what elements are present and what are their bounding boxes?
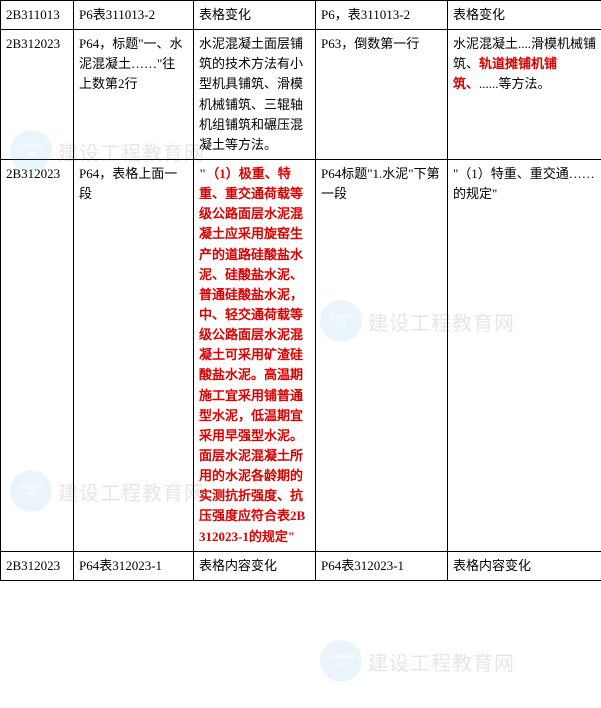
cell-content-old: 表格内容变化 xyxy=(194,551,316,580)
cell-content-new: 表格内容变化 xyxy=(448,551,601,580)
table-row: 2B312023P64表312023-1表格内容变化P64表312023-1表格… xyxy=(1,551,601,580)
table-row: 2B312023P64，表格上面一段"（1）极重、特重、重交通荷载等级公路面层水… xyxy=(1,159,601,551)
cell-content-old: "（1）极重、特重、重交通荷载等级公路面层水泥混凝土应采用旋窑生产的道路硅酸盐水… xyxy=(194,159,316,551)
cell-content-new: 表格变化 xyxy=(448,1,601,30)
cell-content-pre: 表格内容变化 xyxy=(453,558,531,573)
cell-content-old: 水泥混凝土面层铺筑的技术方法有小型机具铺筑、滑模机械铺筑、三辊轴机组铺筑和碾压混… xyxy=(194,30,316,160)
cell-content-pre: "（1）特重、重交通……的规定" xyxy=(453,166,595,201)
cell-location-old: P6表311013-2 xyxy=(74,1,194,30)
cell-code: 2B311013 xyxy=(1,1,74,30)
cell-location-new: P6，表311013-2 xyxy=(316,1,448,30)
cell-code: 2B312023 xyxy=(1,30,74,160)
cell-location-old: P64，表格上面一段 xyxy=(74,159,194,551)
cell-content-new: 水泥混凝土....滑模机械铺筑、轨道摊铺机铺筑、......等方法。 xyxy=(448,30,601,160)
table-row: 2B311013P6表311013-2表格变化P6，表311013-2表格变化 xyxy=(1,1,601,30)
cell-location-new: P64标题"1.水泥"下第一段 xyxy=(316,159,448,551)
table-row: 2B312023P64，标题"一、水泥混凝土……"往上数第2行水泥混凝土面层铺筑… xyxy=(1,30,601,160)
cell-content-new: "（1）特重、重交通……的规定" xyxy=(448,159,601,551)
cell-code: 2B312023 xyxy=(1,159,74,551)
cell-content-old: 表格变化 xyxy=(194,1,316,30)
comparison-table: 2B311013P6表311013-2表格变化P6，表311013-2表格变化2… xyxy=(0,0,601,581)
cell-content-post: ......等方法。 xyxy=(479,76,551,91)
cell-location-old: P64，标题"一、水泥混凝土……"往上数第2行 xyxy=(74,30,194,160)
cell-location-new: P64表312023-1 xyxy=(316,551,448,580)
cell-code: 2B312023 xyxy=(1,551,74,580)
cell-location-new: P63，倒数第一行 xyxy=(316,30,448,160)
cell-location-old: P64表312023-1 xyxy=(74,551,194,580)
cell-content-pre: 表格变化 xyxy=(453,7,505,22)
